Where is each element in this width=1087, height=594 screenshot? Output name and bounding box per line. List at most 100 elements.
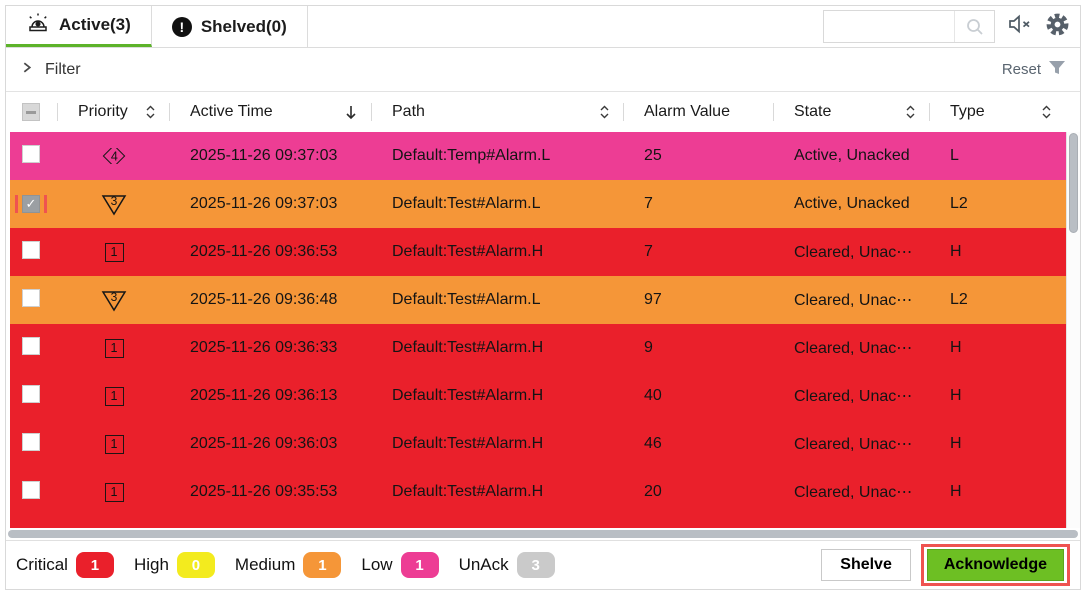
- type-cell: H: [950, 483, 962, 500]
- row-checkbox[interactable]: [22, 432, 40, 451]
- checkbox-wrap: [22, 288, 40, 307]
- alarm-value-cell: 20: [644, 483, 662, 500]
- priority-cell: 1: [58, 338, 170, 358]
- row-checkbox[interactable]: [22, 336, 40, 355]
- mute-icon[interactable]: [1007, 13, 1033, 40]
- row-checkbox[interactable]: [22, 240, 40, 259]
- table-row[interactable]: 1 2025-11-26 09:36:13 Default:Test#Alarm…: [10, 372, 1066, 420]
- row-checkbox[interactable]: [22, 144, 40, 163]
- state-cell: Cleared, Unac⋯: [794, 388, 913, 405]
- tab-active-label: Active(3): [59, 15, 131, 34]
- priority-number: 3: [110, 289, 118, 304]
- table-row[interactable]: 1 2025-11-26 09:36:53 Default:Test#Alarm…: [10, 228, 1066, 276]
- priority-square-icon: 1: [104, 338, 124, 358]
- checkbox-wrap: [22, 480, 40, 499]
- row-select-cell: [10, 288, 58, 312]
- row-select-cell: [10, 240, 58, 264]
- sort-both-icon[interactable]: [599, 104, 610, 120]
- row-checkbox[interactable]: [22, 480, 40, 499]
- column-header-state[interactable]: State: [774, 92, 930, 132]
- path-cell: Default:Test#Alarm.L: [392, 291, 541, 308]
- priority-number: 1: [110, 245, 118, 259]
- active-time-cell: 2025-11-26 09:36:48: [190, 291, 338, 308]
- horizontal-scrollbar-thumb[interactable]: [8, 530, 1078, 538]
- priority-cell: 1: [58, 386, 170, 406]
- priority-number: 1: [110, 437, 118, 451]
- state-cell: Active, Unacked: [794, 147, 910, 164]
- acknowledge-button[interactable]: Acknowledge: [926, 549, 1064, 581]
- row-select-cell: ✓: [10, 194, 58, 214]
- active-time-cell: 2025-11-26 09:36:03: [190, 435, 338, 452]
- tab-active[interactable]: Active(3): [6, 6, 152, 47]
- rows-container: 4 2025-11-26 09:37:03 Default:Temp#Alarm…: [6, 132, 1066, 528]
- priority-diamond-icon: 4: [102, 148, 126, 164]
- search-input[interactable]: [824, 11, 954, 42]
- sort-both-icon[interactable]: [905, 104, 916, 120]
- filter-expander[interactable]: Filter: [20, 61, 81, 79]
- row-checkbox[interactable]: [22, 384, 40, 403]
- column-label: Active Time: [190, 103, 273, 120]
- search-icon[interactable]: [954, 11, 994, 42]
- select-all-checkbox[interactable]: [22, 103, 40, 121]
- row-select-cell: [10, 480, 58, 504]
- table-row[interactable]: ✓ 3 2025-11-26 09:37:03 Default:Test#Ala…: [10, 180, 1066, 228]
- row-checkbox[interactable]: ✓: [22, 194, 40, 213]
- type-cell: H: [950, 435, 962, 452]
- sort-both-icon[interactable]: [145, 104, 156, 120]
- vertical-scrollbar-thumb[interactable]: [1069, 133, 1078, 233]
- table-row[interactable]: 1 2025-11-26 09:36:03 Default:Test#Alarm…: [10, 420, 1066, 468]
- column-header-active-time[interactable]: Active Time: [170, 92, 372, 132]
- sort-both-icon[interactable]: [1041, 104, 1052, 120]
- counter-badge: 1: [75, 552, 114, 578]
- horizontal-scrollbar[interactable]: [6, 528, 1080, 540]
- state-cell: Active, Unacked: [794, 195, 910, 212]
- path-cell: Default:Test#Alarm.H: [392, 435, 544, 452]
- alarm-value-cell: 46: [644, 435, 662, 452]
- funnel-icon: [1048, 60, 1066, 80]
- exclamation-circle-icon: !: [171, 16, 192, 37]
- priority-square-icon: 1: [104, 386, 124, 406]
- counter-badge: 3: [516, 552, 555, 578]
- checkbox-wrap: [22, 144, 40, 163]
- counter-badge: 1: [400, 552, 439, 578]
- table-row[interactable]: 1 2025-11-26 09:35:53 Default:Test#Alarm…: [10, 468, 1066, 516]
- path-cell: Default:Temp#Alarm.L: [392, 147, 551, 164]
- filter-reset[interactable]: Reset: [1002, 60, 1066, 80]
- counter-high: High 0: [134, 552, 215, 578]
- table-body: 4 2025-11-26 09:37:03 Default:Temp#Alarm…: [6, 132, 1080, 528]
- row-checkbox[interactable]: [22, 288, 40, 307]
- type-cell: L2: [950, 195, 968, 212]
- table-row[interactable]: 4 2025-11-26 09:37:03 Default:Temp#Alarm…: [10, 132, 1066, 180]
- table-row[interactable]: 1 2025-11-26 09:36:33 Default:Test#Alarm…: [10, 324, 1066, 372]
- select-all-header[interactable]: [10, 92, 58, 132]
- shelve-button[interactable]: Shelve: [821, 549, 911, 581]
- state-cell: Cleared, Unac⋯: [794, 436, 913, 453]
- priority-number: 1: [110, 341, 118, 355]
- priority-square-icon: 1: [104, 242, 124, 262]
- tab-shelved-label: Shelved(0): [200, 16, 287, 36]
- search-box: [823, 10, 995, 43]
- column-header-alarm-value[interactable]: Alarm Value: [624, 92, 774, 132]
- settings-gear-icon[interactable]: [1045, 12, 1070, 42]
- state-cell: Cleared, Unac⋯: [794, 244, 913, 261]
- column-header-type[interactable]: Type: [930, 92, 1066, 132]
- priority-cell: 3: [58, 289, 170, 312]
- column-header-path[interactable]: Path: [372, 92, 624, 132]
- tab-shelved[interactable]: ! Shelved(0): [151, 6, 308, 47]
- priority-cell: 4: [58, 148, 170, 164]
- vertical-scrollbar[interactable]: [1066, 132, 1080, 528]
- partial-row: [10, 516, 1066, 528]
- alarm-value-cell: 97: [644, 291, 662, 308]
- sort-desc-icon[interactable]: [344, 104, 358, 121]
- counter-unack: UnAck 3: [459, 552, 555, 578]
- counter-label: UnAck: [458, 555, 509, 574]
- column-label: Path: [392, 103, 425, 120]
- path-cell: Default:Test#Alarm.H: [392, 243, 544, 260]
- alarm-value-cell: 7: [644, 195, 653, 212]
- type-cell: H: [950, 339, 962, 356]
- priority-number: 4: [110, 148, 118, 163]
- column-label: Type: [950, 103, 985, 120]
- column-header-priority[interactable]: Priority: [58, 92, 170, 132]
- active-time-cell: 2025-11-26 09:36:33: [190, 339, 338, 356]
- table-row[interactable]: 3 2025-11-26 09:36:48 Default:Test#Alarm…: [10, 276, 1066, 324]
